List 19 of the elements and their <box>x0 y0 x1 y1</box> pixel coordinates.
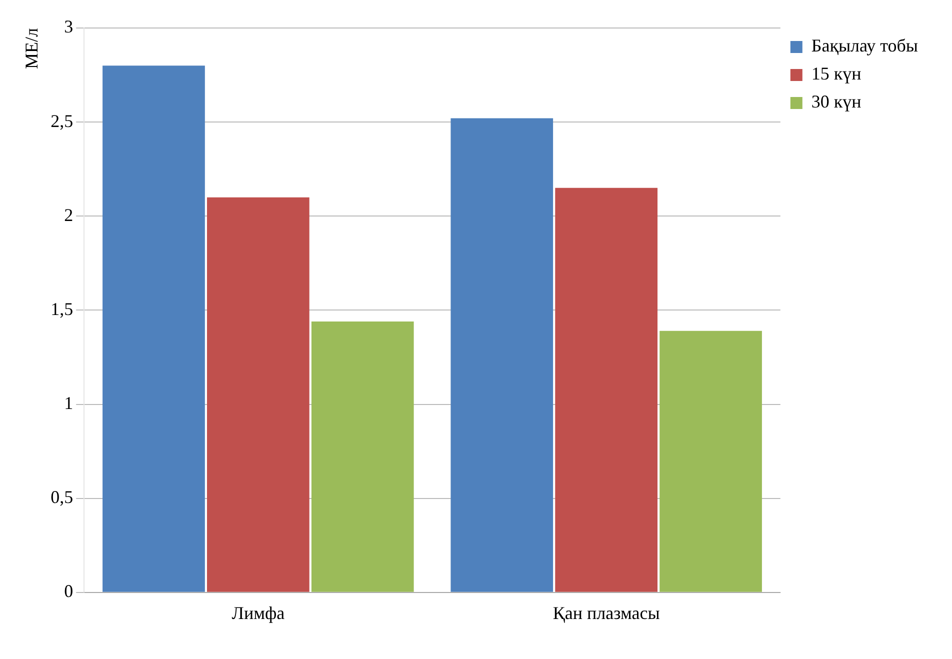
y-tick-label: 1,5 <box>50 298 74 319</box>
y-tick-label: 2,5 <box>50 110 74 131</box>
bar <box>206 197 310 592</box>
y-tick-label: 1 <box>64 393 74 413</box>
y-tick-label: 2 <box>64 204 74 225</box>
y-tick-label: 0 <box>64 581 74 602</box>
x-tick-label: Қан плазмасы <box>552 602 660 623</box>
y-axis-title: МЕ/л <box>22 28 42 69</box>
bar <box>311 321 414 592</box>
legend-label: Бақылау тобы <box>811 36 918 56</box>
x-tick-label: Лимфа <box>232 602 285 623</box>
bar <box>102 66 205 592</box>
bar <box>660 330 762 592</box>
bar <box>555 188 658 592</box>
legend-label: 30 күн <box>811 92 862 112</box>
y-tick-label: 3 <box>64 16 74 37</box>
y-tick-label: 0,5 <box>50 487 74 508</box>
bar <box>450 118 554 592</box>
legend-label: 15 күн <box>811 64 862 84</box>
